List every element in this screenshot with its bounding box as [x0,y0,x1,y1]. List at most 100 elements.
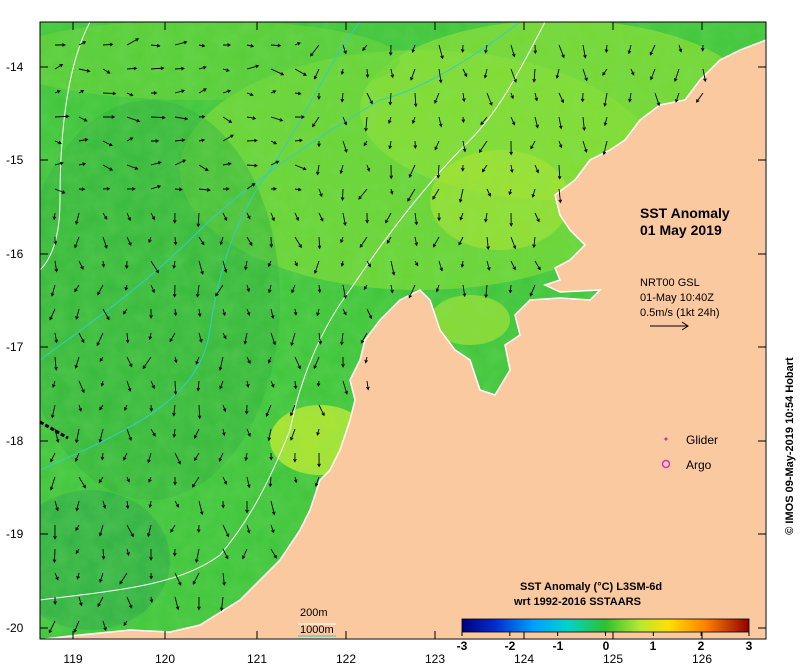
current-vector-arrow [48,620,56,634]
current-vector-arrow [174,356,178,364]
current-vector-arrow [462,284,467,298]
lat-tick-label: -15 [6,153,24,167]
current-vector-arrow [533,44,538,55]
current-vector-arrow [246,183,256,190]
current-vector-arrow [198,332,203,343]
current-vector-arrow [366,92,373,105]
colorbar-tick-label: 1 [649,639,657,653]
current-vector-arrow [509,212,514,227]
current-vector-arrow [340,188,345,201]
current-vector-arrow [509,140,513,156]
current-vector-arrow [363,284,368,291]
current-vector-arrow [74,356,80,369]
current-vector-arrow [122,308,128,315]
current-vector-arrow [198,500,204,516]
lat-tick-label: -19 [6,527,24,541]
current-vector-arrow [150,43,161,48]
current-vector-arrow [50,452,56,463]
current-vector-arrow [654,92,661,107]
current-vector-arrow [531,188,536,198]
current-vector-arrow [246,236,253,246]
legend-argo-label: Argo [686,458,712,472]
current-vector-arrow [696,92,704,103]
current-vector-arrow [53,596,57,606]
current-vector-arrow [437,212,441,222]
current-vector-arrow [342,116,348,126]
current-vector-arrow [530,140,536,150]
current-vector-arrow [603,92,608,107]
lon-tick-label: 126 [691,652,713,666]
current-vector-arrow [54,356,58,371]
current-vector-arrow [389,164,394,180]
current-vector-arrow [97,596,104,608]
current-vector-arrow [270,160,280,166]
contour-1000m-b [40,22,521,361]
current-vector-arrow [222,572,226,586]
current-vector-arrow [99,572,104,583]
colorbar-title-line-2: wrt 1992-2016 SSTAARS [514,596,641,608]
current-vector-arrow [481,164,488,173]
current-vector-arrow [73,620,80,633]
current-vector-arrow [196,212,201,228]
current-vector-arrow [198,88,207,94]
current-vector-arrow [294,115,305,119]
current-vector-arrow [172,284,177,298]
current-vector-arrow [675,92,680,103]
current-vector-arrow [534,260,541,271]
current-vector-arrow [170,524,176,533]
colorbar-tick-label: -1 [552,639,564,653]
current-vector-arrow [339,164,344,175]
current-vector-arrow [222,476,228,485]
current-vector-arrow [126,524,134,538]
current-vector-arrow [243,332,248,345]
current-vector-arrow [196,380,201,392]
lon-tick-label: 121 [246,652,268,666]
current-vector-arrow [219,380,224,390]
current-vector-arrow [74,284,80,293]
current-vector-arrow [486,260,491,271]
current-vector-arrow [198,65,207,70]
current-vector-arrow [436,164,441,179]
current-vector-arrow [101,260,106,268]
lon-tick-label: 122 [335,652,357,666]
current-vector-arrow [124,404,128,411]
current-vector-arrow [413,140,418,150]
current-vector-arrow [434,140,440,151]
current-vector-arrow [102,186,111,191]
current-vector-arrow [222,428,226,437]
current-vector-arrow [102,620,107,632]
current-vector-arrow [270,68,285,76]
current-vector-arrow [246,44,255,48]
current-vector-arrow [603,116,608,127]
current-vector-arrow [459,212,464,221]
current-vector-arrow [126,38,140,46]
current-vector-arrow [52,212,57,221]
current-vector-arrow [149,308,153,319]
current-vector-arrow [582,44,587,59]
colorbar-tick-label: -2 [504,639,516,653]
current-vector-arrow [126,116,141,123]
current-vector-arrow [123,452,128,461]
current-vector-arrow [78,116,88,122]
current-vector-arrow [602,68,608,76]
current-vector-arrow [78,68,91,73]
current-vector-arrow [532,68,537,83]
current-vector-arrow [49,308,56,321]
contour-200m-west [40,22,91,271]
annotation-line-2: 01 May 2019 [640,222,722,238]
current-vector-arrow [366,380,370,391]
current-vector-arrow [413,92,418,108]
current-vector-arrow [126,356,133,368]
current-vector-arrow [389,188,394,195]
current-vector-arrow [221,500,225,509]
current-vector-arrow [173,236,178,246]
current-vector-arrow [678,44,683,53]
current-vector-arrow [126,187,136,191]
current-vector-arrow [194,548,200,564]
current-vector-arrow [313,356,320,370]
current-vector-arrow [316,380,321,387]
current-vector-arrow [582,140,588,153]
colorbar-ticks [461,632,750,636]
current-vector-arrow [126,476,130,483]
current-vector-arrow [222,68,230,72]
